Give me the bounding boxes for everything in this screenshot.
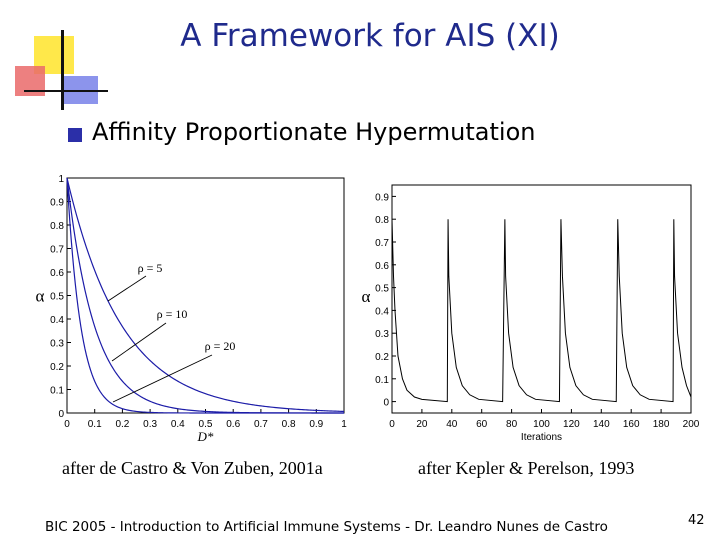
right-chart-caption: after Kepler & Perelson, 1993 xyxy=(418,458,635,478)
left-series-label: ρ = 10 xyxy=(157,307,188,321)
right-x-tick-label: 40 xyxy=(446,419,458,430)
left-y-tick-label: 0.4 xyxy=(50,315,64,326)
right-y-tick-label: 0.2 xyxy=(375,352,389,363)
left-y-tick-label: 0.2 xyxy=(50,362,64,373)
left-series-pointer xyxy=(112,354,213,403)
right-x-tick-label: 100 xyxy=(533,419,550,430)
right-x-axis-label: Iterations xyxy=(521,432,562,443)
left-x-tick-label: 0.1 xyxy=(88,419,102,430)
left-x-tick-label: 0.8 xyxy=(282,419,296,430)
left-series-line-rho-20 xyxy=(66,177,344,414)
left-x-axis-label: D* xyxy=(197,429,214,444)
right-x-tick-label: 140 xyxy=(593,419,610,430)
left-y-tick-label: 0.1 xyxy=(50,386,64,397)
right-x-tick-label: 60 xyxy=(476,419,488,430)
left-y-axis-label: α xyxy=(36,287,45,306)
left-series-label: ρ = 20 xyxy=(205,339,236,353)
left-chart-frame xyxy=(66,177,345,414)
left-y-tick-label: 0.8 xyxy=(50,221,64,232)
right-series-line xyxy=(391,219,692,403)
left-x-tick-label: 0.9 xyxy=(309,419,323,430)
left-x-tick-label: 0 xyxy=(64,419,70,430)
footer-text: BIC 2005 - Introduction to Artificial Im… xyxy=(45,519,608,535)
left-x-tick-label: 0.5 xyxy=(199,419,213,430)
right-y-tick-label: 0.7 xyxy=(375,238,389,249)
left-y-tick-label: 0.7 xyxy=(50,245,64,256)
left-series-line-rho-5 xyxy=(66,177,345,413)
right-y-tick-label: 0.5 xyxy=(375,284,389,295)
left-x-tick-label: 1 xyxy=(341,419,347,430)
left-y-tick-label: 0.3 xyxy=(50,339,64,350)
right-y-tick-label: 0.3 xyxy=(375,329,389,340)
right-y-tick-label: 0.4 xyxy=(375,306,389,317)
right-x-tick-label: 180 xyxy=(653,419,670,430)
right-y-axis-label: α xyxy=(362,287,371,306)
right-y-tick-label: 0 xyxy=(383,398,389,409)
right-y-tick-label: 0.9 xyxy=(375,192,389,203)
left-series-label: ρ = 5 xyxy=(138,261,163,275)
left-x-tick-label: 0.4 xyxy=(171,419,185,430)
right-x-tick-label: 200 xyxy=(683,419,700,430)
bullet-square-icon xyxy=(68,128,82,142)
left-series-line-rho-10 xyxy=(66,177,344,414)
slide-title: A Framework for AIS (XI) xyxy=(180,18,560,54)
left-x-tick-label: 0.7 xyxy=(254,419,268,430)
deco-horizontal-line xyxy=(24,90,108,92)
left-x-tick-label: 0.6 xyxy=(226,419,240,430)
left-y-tick-label: 0 xyxy=(58,409,64,420)
right-y-tick-label: 0.1 xyxy=(375,375,389,386)
page-number: 42 xyxy=(688,513,705,528)
right-x-tick-label: 120 xyxy=(563,419,580,430)
left-series-pointer xyxy=(107,275,147,302)
right-y-tick-label: 0.6 xyxy=(375,261,389,272)
left-y-tick-label: 0.9 xyxy=(50,198,64,209)
deco-vertical-line xyxy=(61,30,64,110)
left-x-tick-label: 0.3 xyxy=(143,419,157,430)
right-x-tick-label: 80 xyxy=(506,419,518,430)
right-y-tick-label: 0.8 xyxy=(375,215,389,226)
right-x-tick-label: 20 xyxy=(416,419,428,430)
left-series-pointer xyxy=(111,322,167,362)
left-y-tick-label: 1 xyxy=(58,174,64,185)
left-y-tick-label: 0.6 xyxy=(50,268,64,279)
right-chart-frame xyxy=(391,184,692,414)
right-x-tick-label: 0 xyxy=(389,419,395,430)
left-x-tick-label: 0.2 xyxy=(115,419,129,430)
left-chart-caption: after de Castro & Von Zuben, 2001a xyxy=(62,458,323,478)
left-y-tick-label: 0.5 xyxy=(50,292,64,303)
right-x-tick-label: 160 xyxy=(623,419,640,430)
bullet-text: Affinity Proportionate Hypermutation xyxy=(92,118,536,146)
